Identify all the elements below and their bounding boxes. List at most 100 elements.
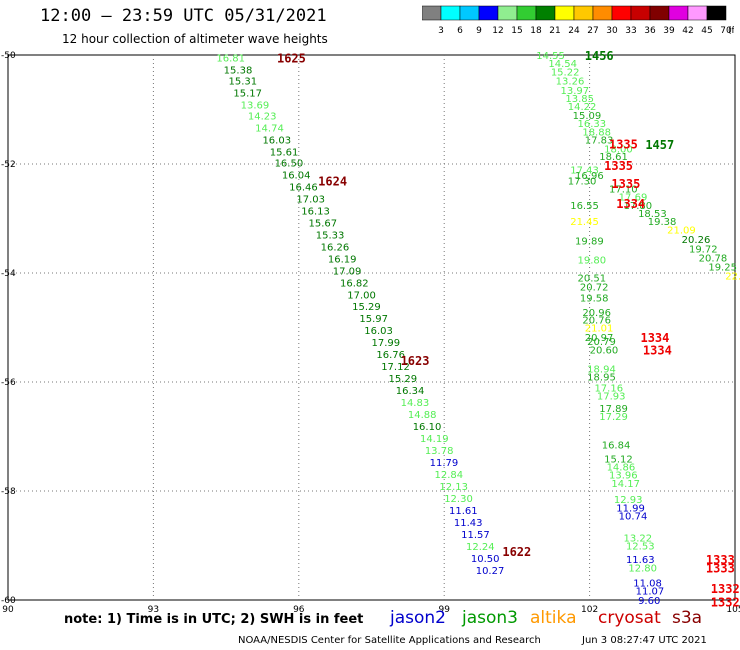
- swh-value: 17.00: [347, 290, 376, 301]
- swh-value: 12.24: [466, 542, 495, 553]
- swh-value: 14.74: [255, 123, 284, 134]
- swh-value: 16.76: [376, 350, 405, 361]
- swh-value: 20.96: [582, 308, 611, 319]
- swh-value: 21.01: [585, 324, 614, 335]
- latitude-tick-label: -50: [1, 51, 16, 61]
- latitude-tick-label: -52: [1, 160, 16, 170]
- pass-time-label: 1335: [609, 137, 638, 151]
- satellite-jason2: jason2: [390, 608, 446, 628]
- swh-value: 17.16: [594, 383, 623, 394]
- swh-value: 14.22: [568, 102, 597, 113]
- swh-value: 13.22: [624, 533, 653, 544]
- swh-value: 19.72: [689, 244, 718, 255]
- swh-value: 11.08: [633, 579, 662, 590]
- swh-value: 11.07: [636, 587, 665, 598]
- swh-value: 11.57: [461, 530, 490, 541]
- legend-label: 42: [682, 26, 693, 35]
- swh-value: 17.69: [619, 193, 648, 204]
- altimeter-track-2: 14.5514.5415.2213.2613.9713.8514.2215.09…: [536, 49, 674, 156]
- swh-value: 13.69: [241, 101, 270, 112]
- legend-label: 30: [606, 26, 618, 35]
- swh-value: 20.60: [590, 345, 619, 356]
- swh-value: 11.79: [430, 458, 459, 469]
- legend-label: (ft): [728, 26, 734, 35]
- swh-value: 17.12: [381, 362, 410, 373]
- swh-value: 11.61: [449, 506, 478, 517]
- satellite-s3a: s3a: [672, 608, 703, 628]
- altimeter-track-1: 16.8115.3815.3115.1713.6914.2314.7416.03…: [216, 52, 531, 577]
- swh-value: 14.86: [607, 462, 636, 473]
- pass-time-label: 1625: [277, 52, 306, 66]
- swh-value: 10.50: [471, 554, 500, 565]
- latitude-tick-label: -58: [1, 487, 16, 497]
- swh-value: 18.61: [599, 152, 628, 163]
- swh-value: 16.55: [570, 201, 599, 212]
- swh-value: 17.09: [333, 266, 362, 277]
- legend-label: 36: [644, 26, 656, 35]
- swh-value: 14.83: [401, 398, 430, 409]
- footer-credit: NOAA/NESDIS Center for Satellite Applica…: [238, 635, 541, 646]
- swh-value: 19.25: [708, 262, 737, 273]
- legend-label: 70: [720, 26, 732, 35]
- swh-value: 15.38: [224, 66, 253, 77]
- legend-label: 24: [568, 26, 580, 35]
- legend-label: 18: [530, 26, 542, 35]
- swh-value: 14.17: [611, 479, 640, 490]
- longitude-tick-label: 102: [581, 605, 598, 615]
- pass-time-label: 1335: [604, 159, 633, 173]
- swh-value: 12.53: [626, 542, 655, 553]
- swh-value: 22.4: [725, 272, 740, 283]
- swh-value: 10.27: [476, 566, 505, 577]
- latitude-tick-label: -60: [1, 596, 16, 606]
- swh-value: 15.17: [233, 89, 262, 100]
- swh-value: 17.83: [585, 135, 614, 146]
- swh-value: 15.29: [388, 374, 417, 385]
- swh-value: 11.99: [616, 503, 645, 514]
- satellite-altika: altika: [530, 608, 577, 628]
- swh-value: 16.81: [216, 54, 245, 65]
- swh-value: 19.38: [648, 217, 677, 228]
- pass-time-label: 1333: [706, 553, 735, 567]
- swh-value: 16.19: [328, 254, 357, 265]
- legend-label: 15: [511, 26, 522, 35]
- footer-note: note: 1) Time is in UTC; 2) SWH is in fe…: [64, 612, 364, 627]
- swh-value: 19.80: [577, 255, 606, 266]
- legend-label: 12: [492, 26, 503, 35]
- swh-value: 17.43: [570, 165, 599, 176]
- page-subtitle: 12 hour collection of altimeter wave hei…: [62, 32, 328, 46]
- legend-swatch: [706, 5, 727, 21]
- pass-time-label: 1622: [502, 545, 531, 559]
- swh-value: 13.26: [556, 77, 585, 88]
- swh-value: 17.30: [568, 176, 597, 187]
- swh-value: 14.54: [548, 59, 577, 70]
- swh-value: 18.95: [587, 373, 616, 384]
- swh-value: 12.84: [435, 470, 464, 481]
- swh-value: 9.60: [638, 596, 660, 607]
- swh-value: 15.29: [352, 302, 381, 313]
- pass-time-label: 1623: [401, 354, 430, 368]
- pass-time-label: 1334: [616, 197, 645, 211]
- swh-value: 11.43: [454, 518, 483, 529]
- swh-value: 10.74: [619, 512, 648, 523]
- pass-time-label: 1334: [640, 331, 669, 345]
- swh-value: 14.88: [408, 410, 437, 421]
- swh-value: 20.78: [699, 254, 728, 265]
- swh-value: 14.19: [420, 434, 449, 445]
- swh-value: 18.94: [587, 364, 616, 375]
- legend-label: 9: [476, 26, 482, 35]
- swh-value: 16.10: [413, 422, 442, 433]
- swh-value: 16.46: [289, 182, 318, 193]
- swh-value: 15.67: [308, 218, 337, 229]
- swh-value: 18.53: [638, 209, 667, 220]
- pass-time-label: 1332: [711, 582, 740, 596]
- legend-label: 6: [457, 26, 463, 35]
- pass-time-label: 1624: [318, 174, 347, 188]
- swh-value: 17.99: [372, 338, 401, 349]
- swh-value: 18.00: [604, 145, 633, 156]
- swh-value: 15.97: [359, 314, 388, 325]
- swh-value: 20.26: [682, 235, 711, 246]
